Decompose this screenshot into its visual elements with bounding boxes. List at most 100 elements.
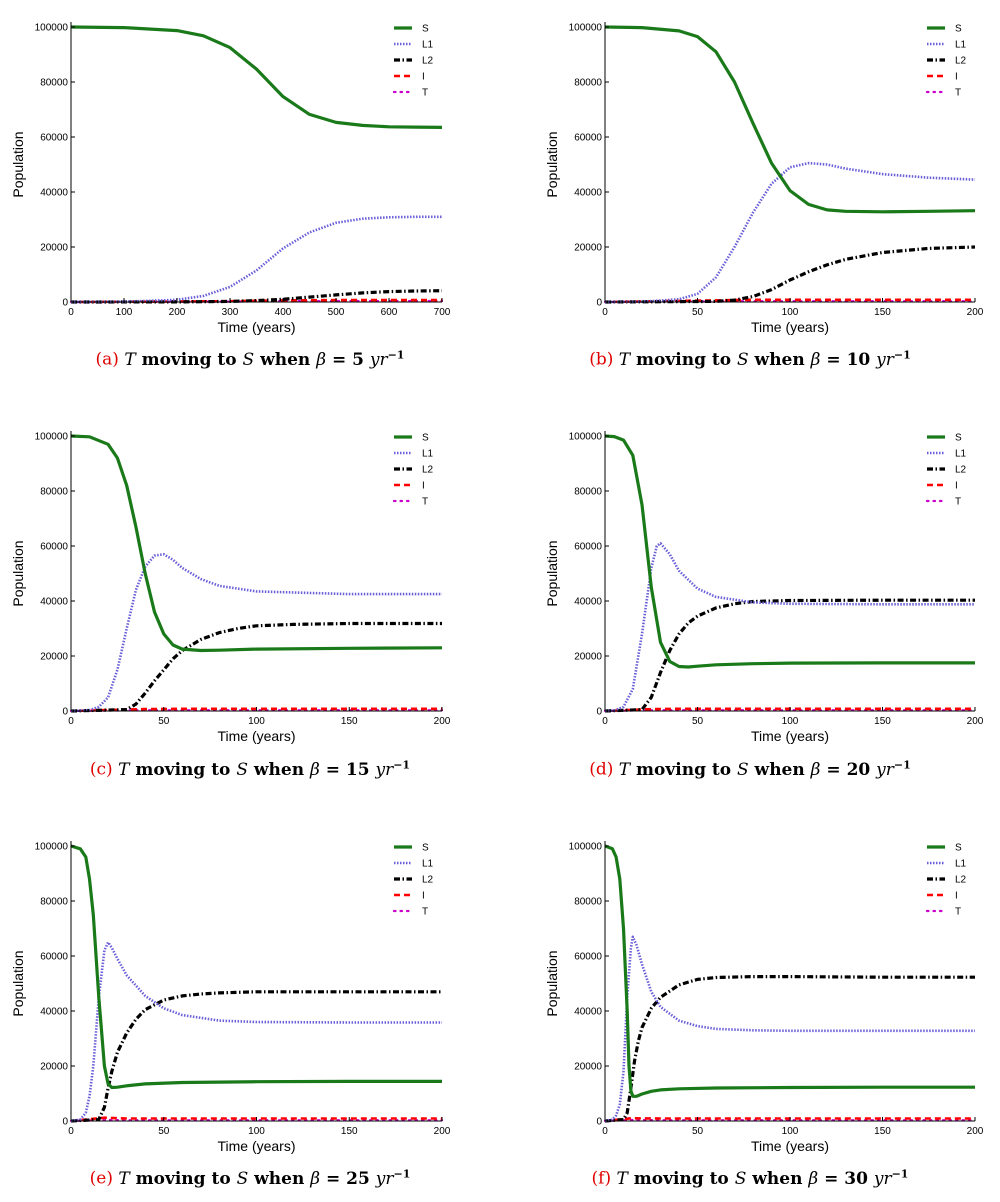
x-tick-label: 50 [158,716,170,727]
legend-label-i: I [422,481,425,492]
legend-label-i: I [955,891,958,902]
legend-label-t: T [422,88,428,99]
caption-a: (a) T moving to S when β = 5 yr−1 [0,348,500,370]
series-line-l1 [604,161,976,304]
x-tick-label: 200 [967,307,984,318]
y-tick-label: 100000 [35,432,69,443]
x-tick-label: 0 [602,307,608,318]
caption-text: T moving to S when β = 20 yr−1 [618,758,911,780]
y-tick-label: 80000 [574,897,602,908]
legend-label-t: T [955,497,961,508]
series-line-l2 [604,975,975,1123]
legend-label-i: I [422,891,425,902]
x-tick-label: 0 [602,716,608,727]
series-line-l2 [604,245,976,304]
series-line-i [604,707,975,713]
x-tick-label: 50 [692,1126,704,1137]
y-tick-label: 40000 [574,188,602,199]
legend-label-s: S [422,433,429,444]
legend-label-i: I [955,481,958,492]
x-tick-label: 200 [169,307,186,318]
x-axis-label: Time (years) [217,319,295,335]
caption-label: (b) [589,349,614,370]
legend: S L1 L2 IT [925,24,967,99]
legend-label-t: T [955,88,961,99]
series-line-i [70,1116,442,1123]
legend: S L1 L2 IT [925,433,967,508]
y-axis-label: Population [10,950,26,1016]
legend-label-s: S [955,433,962,444]
chart-panel-d: 0 50 100 150 200 0 20000 40000 60000 80000 100000 T… [544,431,984,744]
y-tick-label: 60000 [40,952,68,963]
chart-panel-a: 0 100 200 300 400 500 600 700 0 20000 40000 60000 80… [10,22,451,335]
y-tick-label: 80000 [40,78,68,89]
x-tick-label: 200 [967,1126,984,1137]
legend: S L1 L2 IT [392,24,434,99]
caption-text: T moving to S when β = 15 yr−1 [118,758,411,780]
x-tick-label: 200 [434,1126,451,1137]
caption-label: (d) [589,759,614,780]
caption-f: (f) T moving to S when β = 30 yr−1 [500,1167,1000,1189]
x-tick-label: 0 [68,1126,74,1137]
series-line-s [604,25,976,214]
series-line-t [69,1118,444,1123]
x-tick-label: 150 [341,716,358,727]
series-line-s [70,844,442,1090]
x-tick-label: 700 [434,307,451,318]
legend-label-t: T [422,497,428,508]
legend-label-i: I [955,72,958,83]
legend-label-i: I [422,72,425,83]
series-line-s [70,25,443,129]
legend-label-s: S [955,843,962,854]
x-axis-label: Time (years) [217,728,295,744]
x-tick-label: 50 [692,307,704,318]
caption-text: T moving to S when β = 10 yr−1 [618,348,911,370]
series-line-l2 [70,990,442,1123]
chart-panel-b: 0 50 100 150 200 0 20000 40000 60000 80000 100000 T… [544,22,984,335]
y-tick-label: 40000 [40,188,68,199]
y-tick-label: 100000 [569,23,603,34]
y-axis-label: Population [544,950,560,1016]
caption-label: (f) [591,1168,612,1189]
y-tick-label: 20000 [40,1062,68,1073]
legend: S L1 L2 IT [925,843,967,918]
y-axis-label: Population [10,131,26,197]
y-tick-label: 0 [596,298,602,309]
caption-d: (d) T moving to S when β = 20 yr−1 [500,758,1000,780]
x-axis-label: Time (years) [751,728,829,744]
caption-label: (a) [95,349,119,370]
y-tick-label: 100000 [569,842,603,853]
legend-label-s: S [955,24,962,35]
y-tick-label: 40000 [574,1007,602,1018]
legend-label-l2: L2 [422,56,434,67]
caption-text: T moving to S when β = 25 yr−1 [118,1167,411,1189]
y-tick-label: 60000 [40,133,68,144]
legend-label-l2: L2 [422,465,434,476]
x-tick-label: 50 [158,1126,170,1137]
y-tick-label: 80000 [574,78,602,89]
legend-label-t: T [955,907,961,918]
y-tick-label: 40000 [40,597,68,608]
y-tick-label: 0 [596,707,602,718]
x-tick-label: 600 [381,307,398,318]
x-tick-label: 200 [967,716,984,727]
legend-label-s: S [422,24,429,35]
y-tick-label: 60000 [574,952,602,963]
x-tick-label: 0 [68,307,74,318]
series-line-l1 [70,215,442,304]
y-tick-label: 20000 [574,1062,602,1073]
x-tick-label: 100 [248,1126,265,1137]
x-tick-label: 500 [328,307,345,318]
legend-label-l2: L2 [955,875,967,886]
y-axis-label: Population [544,131,560,197]
legend-label-l1: L1 [955,859,967,870]
x-tick-label: 400 [275,307,292,318]
caption-b: (b) T moving to S when β = 10 yr−1 [500,348,1000,370]
series-line-l2 [604,598,975,713]
x-tick-label: 100 [116,307,133,318]
x-tick-label: 0 [68,716,74,727]
x-tick-label: 150 [341,1126,358,1137]
caption-e: (e) T moving to S when β = 25 yr−1 [0,1167,500,1189]
legend-label-s: S [422,843,429,854]
caption-text: T moving to S when β = 30 yr−1 [616,1167,909,1189]
